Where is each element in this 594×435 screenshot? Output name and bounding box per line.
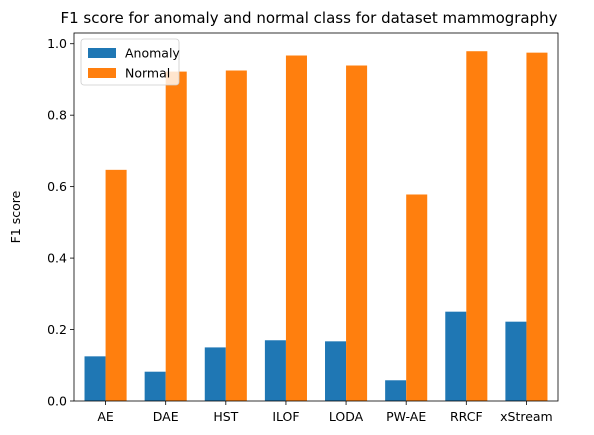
bars-group [84,51,548,402]
bar-normal-xstream [526,52,548,402]
bar-anomaly-pw-ae [385,380,407,401]
x-tick-label: xStream [500,409,553,424]
plot-frame [73,32,559,402]
axes-frame [73,32,559,402]
bar-anomaly-xstream [505,321,527,401]
x-tick-label: AE [97,409,114,424]
legend: Anomaly Normal [80,38,180,86]
x-axis-ticks: AE DAE HST ILOF LODA PW-AE RRCF xStream [97,401,553,424]
bar-anomaly-rrcf [445,311,467,401]
legend-label-anomaly: Anomaly [125,46,180,61]
y-tick-label: 0.6 [47,179,67,194]
x-tick-label: RRCF [450,409,483,424]
bar-normal-ilof [285,55,307,401]
bar-normal-rrcf [466,51,488,401]
chart-title: F1 score for anomaly and normal class fo… [60,9,557,27]
x-tick-label: PW-AE [386,409,426,424]
bar-normal-ae [105,169,127,401]
bar-anomaly-loda [325,341,347,401]
legend-label-normal: Normal [125,66,170,81]
y-tick-label: 0.2 [47,322,67,337]
y-tick-label: 1.0 [47,36,67,51]
x-tick-label: DAE [153,409,179,424]
x-tick-label: ILOF [272,409,299,424]
y-axis-label: F1 score [8,190,23,243]
x-tick-label: LODA [329,409,364,424]
bar-normal-pw-ae [406,194,428,401]
y-tick-label: 0.4 [47,251,67,266]
bar-normal-hst [225,70,247,401]
bar-normal-loda [346,65,368,401]
legend-swatch-anomaly [88,48,116,58]
y-tick-label: 0.8 [47,108,67,123]
y-tick-label: 0.0 [47,394,67,409]
legend-swatch-normal [88,68,116,78]
bar-normal-dae [165,71,187,401]
bar-anomaly-ilof [264,340,286,401]
bar-anomaly-dae [144,371,166,401]
y-axis-ticks: 0.0 0.2 0.4 0.6 0.8 1.0 [47,36,74,409]
x-tick-label: HST [213,409,238,424]
bar-anomaly-hst [204,347,226,401]
bar-anomaly-ae [84,356,106,401]
